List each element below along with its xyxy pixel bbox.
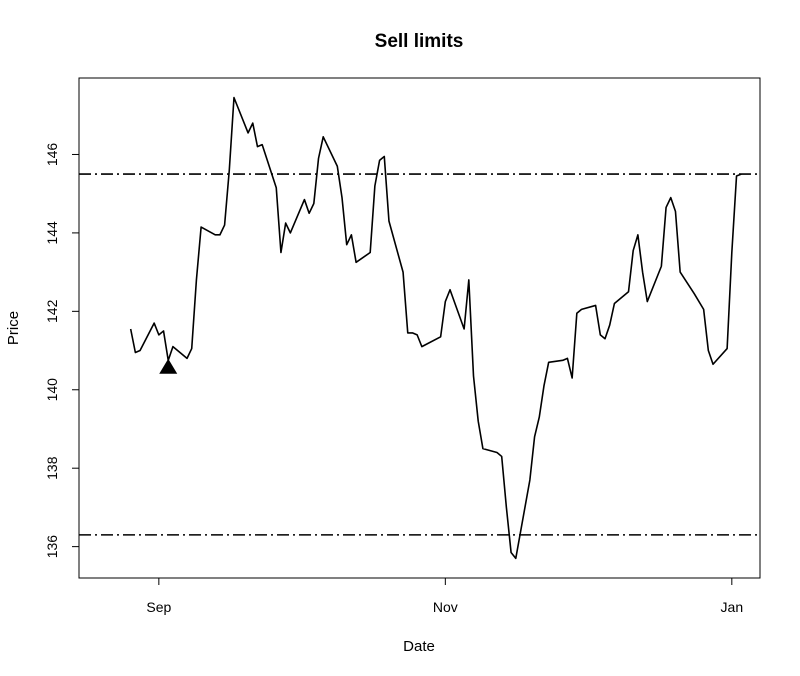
y-tick-label: 142: [44, 299, 60, 323]
x-tick-label: Sep: [146, 599, 171, 615]
y-tick-label: 138: [44, 456, 60, 480]
y-tick-label: 136: [44, 535, 60, 559]
markers-layer: [159, 358, 178, 374]
x-tick-label: Jan: [721, 599, 744, 615]
x-tick-label: Nov: [433, 599, 458, 615]
y-tick-label: 144: [44, 221, 60, 245]
chart-title: Sell limits: [375, 31, 464, 52]
x-axis: Sep Nov Jan: [146, 577, 744, 615]
y-axis: 136 138 140 142 144 146: [44, 143, 80, 559]
price-series-line: [129, 96, 742, 560]
y-axis-label: Price: [5, 311, 22, 345]
triangle-marker: [159, 358, 178, 374]
y-tick-label: 140: [44, 378, 60, 402]
series-layer: [129, 96, 742, 560]
y-tick-label: 146: [44, 143, 60, 167]
x-axis-label: Date: [403, 638, 435, 655]
plot-frame: [78, 77, 761, 579]
reference-lines-layer: [79, 173, 760, 536]
